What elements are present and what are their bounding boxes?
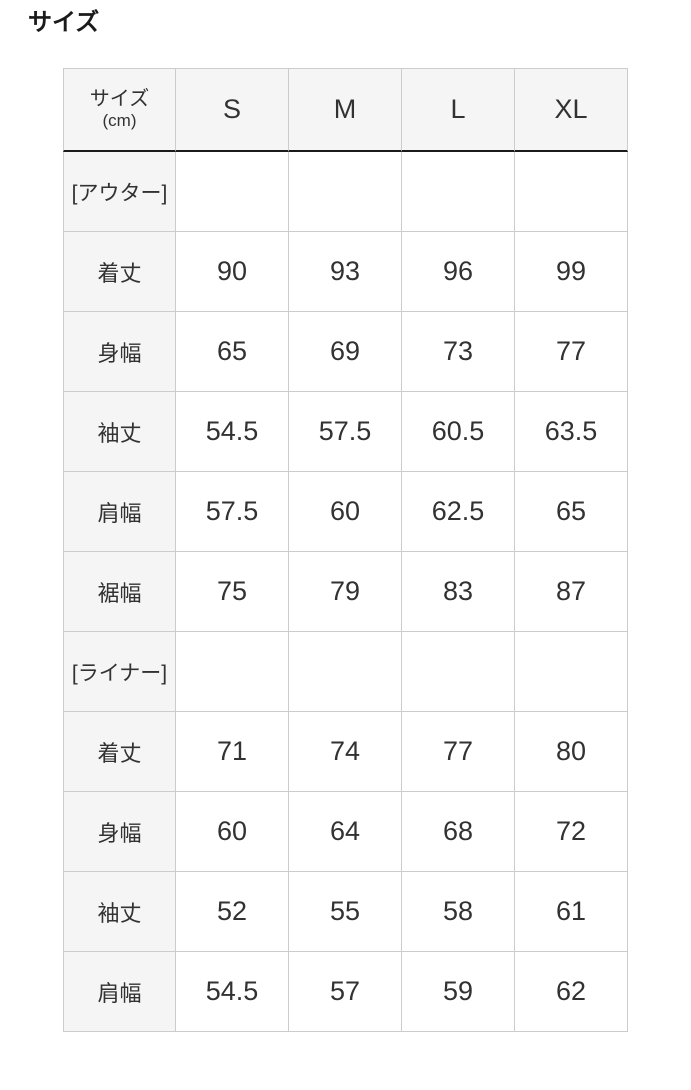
row-label-cell: 裾幅 bbox=[63, 552, 176, 632]
value-cell: 57 bbox=[289, 952, 402, 1032]
corner-header-unit-cm: (cm) bbox=[102, 111, 137, 130]
value-cell bbox=[176, 152, 289, 232]
value-cell: 57.5 bbox=[289, 392, 402, 472]
value-cell: 57.5 bbox=[176, 472, 289, 552]
column-header-m: M bbox=[289, 68, 402, 152]
measurement-row: 裾幅 75 79 83 87 bbox=[63, 552, 628, 632]
section-header-row: [アウター] bbox=[63, 152, 628, 232]
value-cell: 55 bbox=[289, 872, 402, 952]
value-cell: 83 bbox=[402, 552, 515, 632]
row-label-cell: 袖丈 bbox=[63, 872, 176, 952]
value-cell: 65 bbox=[176, 312, 289, 392]
size-table: サイズ (cm) S M L XL [アウター] 着丈 90 93 96 99 身幅 65 69… bbox=[63, 68, 628, 1032]
value-cell: 74 bbox=[289, 712, 402, 792]
value-cell: 68 bbox=[402, 792, 515, 872]
value-cell: 87 bbox=[515, 552, 628, 632]
measurement-row: 身幅 65 69 73 77 bbox=[63, 312, 628, 392]
value-cell: 52 bbox=[176, 872, 289, 952]
value-cell bbox=[515, 632, 628, 712]
value-cell: 77 bbox=[402, 712, 515, 792]
value-cell: 60 bbox=[289, 472, 402, 552]
value-cell: 63.5 bbox=[515, 392, 628, 472]
row-label-cell: 肩幅 bbox=[63, 472, 176, 552]
value-cell: 80 bbox=[515, 712, 628, 792]
measurement-row: 袖丈 54.5 57.5 60.5 63.5 bbox=[63, 392, 628, 472]
row-label-cell: 肩幅 bbox=[63, 952, 176, 1032]
measurement-row: 着丈 71 74 77 80 bbox=[63, 712, 628, 792]
section-header-row: [ライナー] bbox=[63, 632, 628, 712]
measurement-row: 肩幅 54.5 57 59 62 bbox=[63, 952, 628, 1032]
value-cell: 64 bbox=[289, 792, 402, 872]
value-cell: 54.5 bbox=[176, 392, 289, 472]
value-cell bbox=[289, 152, 402, 232]
value-cell: 75 bbox=[176, 552, 289, 632]
value-cell: 93 bbox=[289, 232, 402, 312]
measurement-row: 着丈 90 93 96 99 bbox=[63, 232, 628, 312]
value-cell bbox=[289, 632, 402, 712]
row-label-cell: [ライナー] bbox=[63, 632, 176, 712]
row-label-cell: 身幅 bbox=[63, 312, 176, 392]
row-label-cell: 着丈 bbox=[63, 712, 176, 792]
value-cell bbox=[515, 152, 628, 232]
value-cell bbox=[402, 632, 515, 712]
column-header-xl: XL bbox=[515, 68, 628, 152]
measurement-row: 肩幅 57.5 60 62.5 65 bbox=[63, 472, 628, 552]
row-label-cell: [アウター] bbox=[63, 152, 176, 232]
value-cell: 58 bbox=[402, 872, 515, 952]
value-cell: 65 bbox=[515, 472, 628, 552]
value-cell: 59 bbox=[402, 952, 515, 1032]
column-header-s: S bbox=[176, 68, 289, 152]
size-table-header-row: サイズ (cm) S M L XL bbox=[63, 68, 628, 152]
row-label-cell: 袖丈 bbox=[63, 392, 176, 472]
value-cell: 96 bbox=[402, 232, 515, 312]
value-cell: 90 bbox=[176, 232, 289, 312]
value-cell: 72 bbox=[515, 792, 628, 872]
measurement-row: 袖丈 52 55 58 61 bbox=[63, 872, 628, 952]
value-cell: 62 bbox=[515, 952, 628, 1032]
value-cell: 61 bbox=[515, 872, 628, 952]
value-cell bbox=[402, 152, 515, 232]
value-cell: 62.5 bbox=[402, 472, 515, 552]
value-cell: 54.5 bbox=[176, 952, 289, 1032]
size-table-body: [アウター] 着丈 90 93 96 99 身幅 65 69 73 77 袖丈 54.5 57.5 60.5… bbox=[63, 152, 628, 1032]
measurement-row: 身幅 60 64 68 72 bbox=[63, 792, 628, 872]
value-cell: 69 bbox=[289, 312, 402, 392]
page-title: サイズ bbox=[28, 9, 100, 36]
value-cell: 60 bbox=[176, 792, 289, 872]
column-header-l: L bbox=[402, 68, 515, 152]
corner-header-cell: サイズ (cm) bbox=[63, 68, 176, 152]
value-cell: 77 bbox=[515, 312, 628, 392]
corner-header-unit-label: サイズ bbox=[89, 88, 150, 110]
value-cell: 71 bbox=[176, 712, 289, 792]
row-label-cell: 着丈 bbox=[63, 232, 176, 312]
value-cell: 99 bbox=[515, 232, 628, 312]
value-cell bbox=[176, 632, 289, 712]
value-cell: 60.5 bbox=[402, 392, 515, 472]
value-cell: 79 bbox=[289, 552, 402, 632]
value-cell: 73 bbox=[402, 312, 515, 392]
row-label-cell: 身幅 bbox=[63, 792, 176, 872]
